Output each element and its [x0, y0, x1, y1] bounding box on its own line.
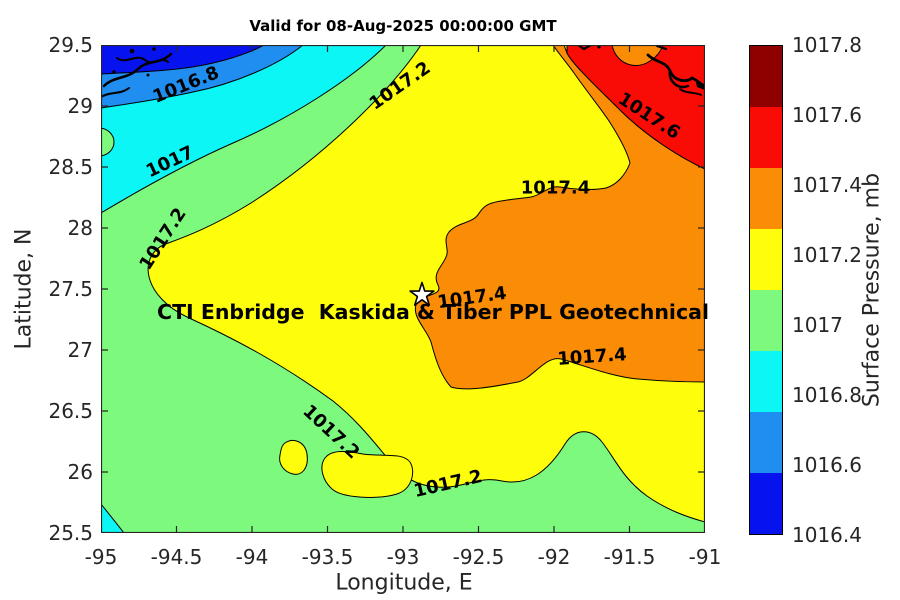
coastline-northwest: [101, 47, 173, 98]
colorbar-band: [750, 412, 782, 473]
figure-title: Valid for 08-Aug-2025 00:00:00 GMT: [249, 17, 557, 35]
x-tick-label: -95: [84, 545, 118, 569]
colorbar-band: [750, 351, 782, 412]
x-tick-label: -92: [537, 545, 571, 569]
colorbar-band: [750, 46, 782, 107]
colorbar-tick-label: 1017.4: [792, 173, 862, 197]
contour-band-cyan-sw: [101, 503, 125, 533]
colorbar-label: Surface Pressure, mb: [859, 172, 885, 408]
colorbar-band: [750, 107, 782, 168]
x-tick-label: -94: [235, 545, 269, 569]
yellow-pocket: [279, 440, 308, 475]
orange-notch: [611, 45, 664, 66]
x-tick-label: -91.5: [603, 545, 656, 569]
y-tick-label: 28: [67, 216, 93, 240]
yellow-pocket: [321, 451, 414, 498]
coastline-northeast: [576, 45, 705, 96]
axes-box: [101, 45, 705, 533]
site-annotation: CTI Enbridge Kaskida & Tiber PPL Geotech…: [157, 300, 709, 324]
site-star-marker: [409, 281, 435, 306]
colorbar-band: [750, 168, 782, 229]
colorbar-tick-label: 1017.8: [792, 33, 862, 57]
y-tick-label: 29: [67, 94, 93, 118]
axis-ticks: [101, 45, 705, 533]
pressure-contour-map: [101, 45, 705, 533]
colorbar-band: [750, 290, 782, 351]
colorbar-tick-label: 1017.2: [792, 243, 862, 267]
y-axis-label: Latitude, N: [11, 228, 37, 350]
green-pocket: [101, 127, 115, 157]
colorbar-tick-label: 1016.6: [792, 453, 862, 477]
colorbar-tick-label: 1016.4: [792, 523, 862, 547]
y-tick-label: 27: [67, 338, 93, 362]
contour-label: 1017.4: [520, 177, 591, 199]
y-tick-label: 26: [67, 460, 93, 484]
colorbar-band: [750, 473, 782, 534]
colorbar: [749, 45, 783, 535]
colorbar-tick-label: 1016.8: [792, 383, 862, 407]
x-tick-label: -93.5: [301, 545, 354, 569]
x-tick-label: -94.5: [150, 545, 203, 569]
x-tick-label: -92.5: [452, 545, 505, 569]
y-tick-label: 27.5: [48, 277, 93, 301]
y-tick-label: 25.5: [48, 521, 93, 545]
x-tick-label: -93: [386, 545, 420, 569]
colorbar-band: [750, 229, 782, 290]
colorbar-tick-label: 1017: [792, 313, 843, 337]
x-tick-label: -91: [688, 545, 722, 569]
x-axis-label: Longitude, E: [335, 570, 473, 596]
contour-band-orange: [414, 45, 705, 390]
colorbar-tick-label: 1017.6: [792, 103, 862, 127]
y-tick-label: 29.5: [48, 33, 93, 57]
y-tick-label: 26.5: [48, 399, 93, 423]
y-tick-label: 28.5: [48, 155, 93, 179]
